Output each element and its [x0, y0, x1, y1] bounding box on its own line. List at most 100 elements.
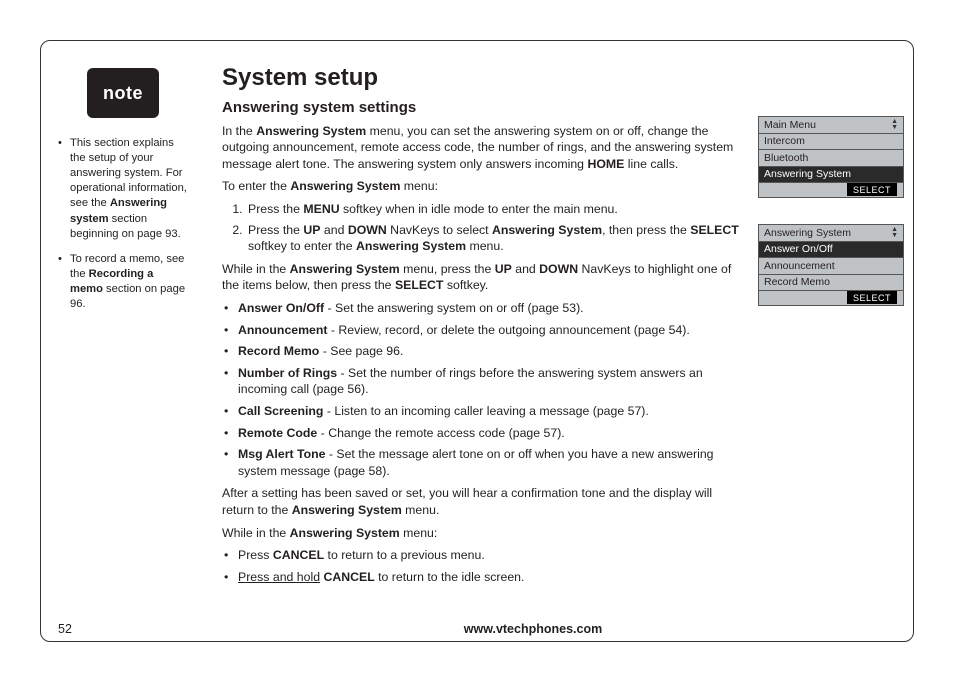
bold-text: Answering System — [356, 239, 466, 253]
tail-item: Press CANCEL to return to a previous men… — [222, 547, 742, 564]
options-list: Answer On/Off - Set the answering system… — [222, 300, 742, 479]
lcd-row-label: Bluetooth — [764, 151, 808, 165]
option-name: Number of Rings — [238, 366, 337, 380]
option-name: Record Memo — [238, 344, 319, 358]
section-title: Answering system settings — [222, 98, 742, 118]
text: Press the — [248, 223, 303, 237]
tail-item: Press and hold CANCEL to return to the i… — [222, 569, 742, 586]
lcd-screens: Main Menu ▲▼ Intercom Bluetooth Answerin… — [758, 116, 904, 332]
bold-text: Answering System — [290, 526, 400, 540]
bold-text: Answering System — [290, 179, 400, 193]
bold-text: CANCEL — [273, 548, 324, 562]
updown-icon: ▲▼ — [891, 119, 898, 131]
lcd-row: Record Memo — [759, 275, 903, 292]
bold-text: MENU — [303, 202, 339, 216]
text: softkey to enter the — [248, 239, 356, 253]
text: NavKeys to select — [387, 223, 492, 237]
lcd-title: Main Menu — [764, 118, 816, 132]
intro-paragraph: In the Answering System menu, you can se… — [222, 123, 742, 173]
while-paragraph: While in the Answering System menu, pres… — [222, 261, 742, 294]
text: Press the — [248, 202, 303, 216]
option-item: Number of Rings - Set the number of ring… — [222, 365, 742, 398]
lcd-softkey-row: SELECT — [759, 291, 903, 305]
lcd-main-menu: Main Menu ▲▼ Intercom Bluetooth Answerin… — [758, 116, 904, 198]
text: menu. — [466, 239, 504, 253]
step-item: Press the UP and DOWN NavKeys to select … — [246, 222, 742, 255]
bold-text: SELECT — [395, 278, 444, 292]
text: While in the — [222, 262, 290, 276]
option-item: Call Screening - Listen to an incoming c… — [222, 403, 742, 420]
note-badge: note — [87, 68, 159, 118]
bold-text: UP — [303, 223, 320, 237]
text: To enter the — [222, 179, 290, 193]
lcd-softkey-row: SELECT — [759, 183, 903, 197]
bold-text: UP — [495, 262, 512, 276]
note-sidebar: note This section explains the setup of … — [58, 68, 188, 322]
bold-text: Answering System — [256, 124, 366, 138]
text: menu. — [402, 503, 440, 517]
page-title: System setup — [222, 62, 742, 94]
lcd-row: Bluetooth — [759, 150, 903, 167]
lcd-row-label: Record Memo — [764, 275, 830, 289]
lcd-softkey: SELECT — [847, 183, 897, 196]
text: and — [320, 223, 347, 237]
option-item: Answer On/Off - Set the answering system… — [222, 300, 742, 317]
enter-menu-line: To enter the Answering System menu: — [222, 178, 742, 195]
option-desc: - See page 96. — [319, 344, 403, 358]
lcd-row-label: Intercom — [764, 134, 805, 148]
text: menu, press the — [400, 262, 495, 276]
lcd-row: Announcement — [759, 258, 903, 275]
footer-url: www.vtechphones.com — [168, 622, 898, 636]
note-list: This section explains the setup of your … — [58, 136, 188, 312]
lcd-softkey: SELECT — [847, 291, 897, 304]
step-item: Press the MENU softkey when in idle mode… — [246, 201, 742, 218]
option-name: Call Screening — [238, 404, 323, 418]
text: , then press the — [602, 223, 690, 237]
option-desc: - Change the remote access code (page 57… — [317, 426, 564, 440]
after-paragraph: After a setting has been saved or set, y… — [222, 485, 742, 518]
option-item: Record Memo - See page 96. — [222, 343, 742, 360]
bold-text: Answering System — [292, 503, 402, 517]
note-item: To record a memo, see the Recording a me… — [58, 252, 188, 312]
bold-text: DOWN — [539, 262, 578, 276]
main-content: System setup Answering system settings I… — [222, 62, 742, 591]
text: to return to a previous menu. — [324, 548, 485, 562]
text: Press — [238, 548, 273, 562]
lcd-title-row: Answering System ▲▼ — [759, 225, 903, 242]
option-item: Announcement - Review, record, or delete… — [222, 322, 742, 339]
bold-text: HOME — [587, 157, 624, 171]
underline-text: Press and hold — [238, 570, 320, 584]
text: menu: — [400, 179, 438, 193]
bold-text: Answering System — [290, 262, 400, 276]
option-item: Remote Code - Change the remote access c… — [222, 425, 742, 442]
updown-icon: ▲▼ — [891, 227, 898, 239]
lcd-row-label: Answering System — [764, 167, 851, 181]
option-name: Answer On/Off — [238, 301, 324, 315]
option-name: Remote Code — [238, 426, 317, 440]
option-name: Announcement — [238, 323, 328, 337]
text: menu: — [400, 526, 438, 540]
text: In the — [222, 124, 256, 138]
lcd-title: Answering System — [764, 226, 851, 240]
lcd-row: Intercom — [759, 134, 903, 151]
while2-paragraph: While in the Answering System menu: — [222, 525, 742, 542]
lcd-row-label: Answer On/Off — [764, 242, 833, 256]
tail-list: Press CANCEL to return to a previous men… — [222, 547, 742, 585]
bold-text: Answering System — [492, 223, 602, 237]
text: to return to the idle screen. — [375, 570, 525, 584]
text: softkey when in idle mode to enter the m… — [340, 202, 618, 216]
note-item: This section explains the setup of your … — [58, 136, 188, 242]
lcd-row-label: Announcement — [764, 259, 835, 273]
lcd-answering-system: Answering System ▲▼ Answer On/Off Announ… — [758, 224, 904, 306]
text: softkey. — [443, 278, 488, 292]
bold-text: DOWN — [348, 223, 387, 237]
text: and — [512, 262, 539, 276]
lcd-title-row: Main Menu ▲▼ — [759, 117, 903, 134]
option-item: Msg Alert Tone - Set the message alert t… — [222, 446, 742, 479]
lcd-row-selected: Answering System — [759, 167, 903, 184]
option-desc: - Review, record, or delete the outgoing… — [328, 323, 690, 337]
page-footer: 52 www.vtechphones.com — [58, 622, 898, 636]
lcd-row-selected: Answer On/Off — [759, 242, 903, 259]
text: While in the — [222, 526, 290, 540]
option-desc: - Listen to an incoming caller leaving a… — [323, 404, 648, 418]
